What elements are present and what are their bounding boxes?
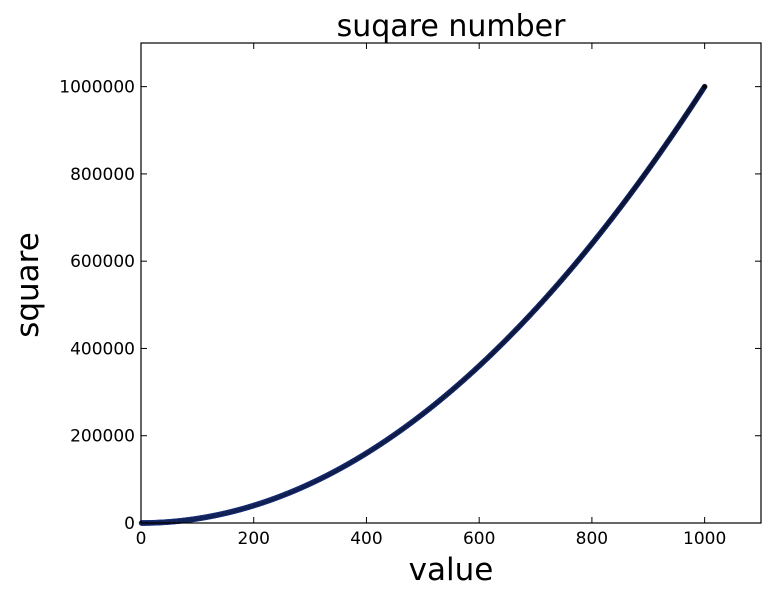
- x-tick-label: 200: [238, 529, 270, 549]
- y-tick-label: 400000: [70, 339, 135, 359]
- y-tick-label: 1000000: [59, 78, 135, 98]
- x-tick-label: 600: [463, 529, 495, 549]
- x-ticks: 0 200 400 600 800 1000: [136, 43, 726, 549]
- y-axis-label: square: [10, 232, 46, 338]
- y-tick-label: 200000: [70, 427, 135, 447]
- y-tick-label: 800000: [70, 165, 135, 185]
- plot-frame: [140, 42, 762, 524]
- x-tick-label: 0: [136, 529, 147, 549]
- x-tick-label: 1000: [683, 529, 726, 549]
- x-axis-label: value: [409, 552, 494, 588]
- y-tick-label: 600000: [70, 252, 135, 272]
- chart-title: suqare number: [337, 9, 566, 44]
- y-ticks: 0 200000 400000 600000 800000 1000000: [59, 78, 761, 534]
- series-points: [138, 83, 708, 526]
- y-tick-label: 0: [124, 514, 135, 534]
- data-point: [701, 83, 708, 90]
- x-tick-label: 800: [576, 529, 608, 549]
- x-tick-label: 400: [350, 529, 382, 549]
